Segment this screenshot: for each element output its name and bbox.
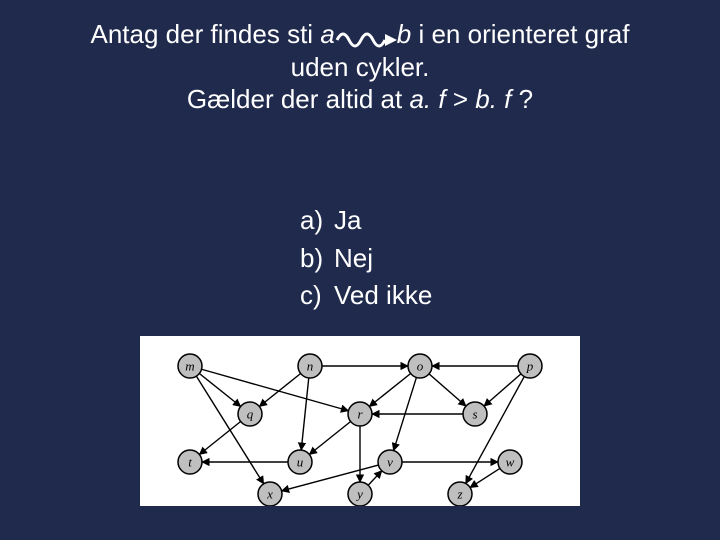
q3-pre: Gælder der altid at <box>187 84 410 114</box>
graph-image: mnopqrstuvwxyz <box>140 336 580 506</box>
option-c-text: Ved ikke <box>334 280 432 310</box>
squiggle-arrow-icon <box>335 25 397 47</box>
option-b-label: b) <box>300 240 334 278</box>
q-text-pre: Antag der findes sti <box>91 19 321 49</box>
node-label-u: u <box>297 455 304 470</box>
edge-m-r <box>202 369 349 410</box>
edge-w-z <box>470 468 500 487</box>
node-label-z: z <box>456 487 462 502</box>
edge-n-u <box>301 378 309 450</box>
node-label-q: q <box>247 407 254 422</box>
edge-p-s <box>484 374 521 406</box>
node-label-w: w <box>506 455 515 470</box>
node-label-p: p <box>526 359 534 374</box>
edge-o-r <box>369 373 410 406</box>
option-a: a)Ja <box>300 202 432 240</box>
q-text-post: i en orienteret graf <box>411 19 629 49</box>
squiggle-arrowhead <box>385 34 397 46</box>
node-label-n: n <box>307 359 314 374</box>
edge-y-v <box>368 471 382 485</box>
expr-left: a. f <box>409 84 445 114</box>
edge-n-q <box>259 373 300 406</box>
edge-r-u <box>309 421 350 454</box>
expr-right: b. f <box>475 84 518 114</box>
option-b: b)Nej <box>300 240 432 278</box>
squiggle-path <box>337 34 385 46</box>
node-label-x: x <box>266 487 273 502</box>
graph-svg: mnopqrstuvwxyz <box>140 336 580 506</box>
question-block: Antag der findes sti a b i en orienteret … <box>0 0 720 116</box>
question-line-1: Antag der findes sti a b i en orienteret … <box>0 18 720 51</box>
option-a-label: a) <box>300 202 334 240</box>
gt-sign: > <box>446 84 476 114</box>
node-label-y: y <box>355 487 363 502</box>
var-b: b <box>397 19 411 49</box>
edge-o-s <box>429 374 466 406</box>
question-line-3: Gælder der altid at a. f > b. f ? <box>0 83 720 116</box>
options-list: a)Ja b)Nej c)Ved ikke <box>260 202 432 315</box>
node-label-o: o <box>417 359 424 374</box>
var-a: a <box>320 19 334 49</box>
option-c-label: c) <box>300 277 334 315</box>
question-line-2: uden cykler. <box>0 51 720 84</box>
option-c: c)Ved ikke <box>300 277 432 315</box>
node-label-v: v <box>387 455 393 470</box>
option-a-text: Ja <box>334 205 361 235</box>
slide: Antag der findes sti a b i en orienteret … <box>0 0 720 540</box>
node-label-t: t <box>188 455 192 470</box>
node-label-s: s <box>472 407 477 422</box>
qmark: ? <box>519 84 533 114</box>
node-label-m: m <box>185 359 194 374</box>
option-b-text: Nej <box>334 243 373 273</box>
